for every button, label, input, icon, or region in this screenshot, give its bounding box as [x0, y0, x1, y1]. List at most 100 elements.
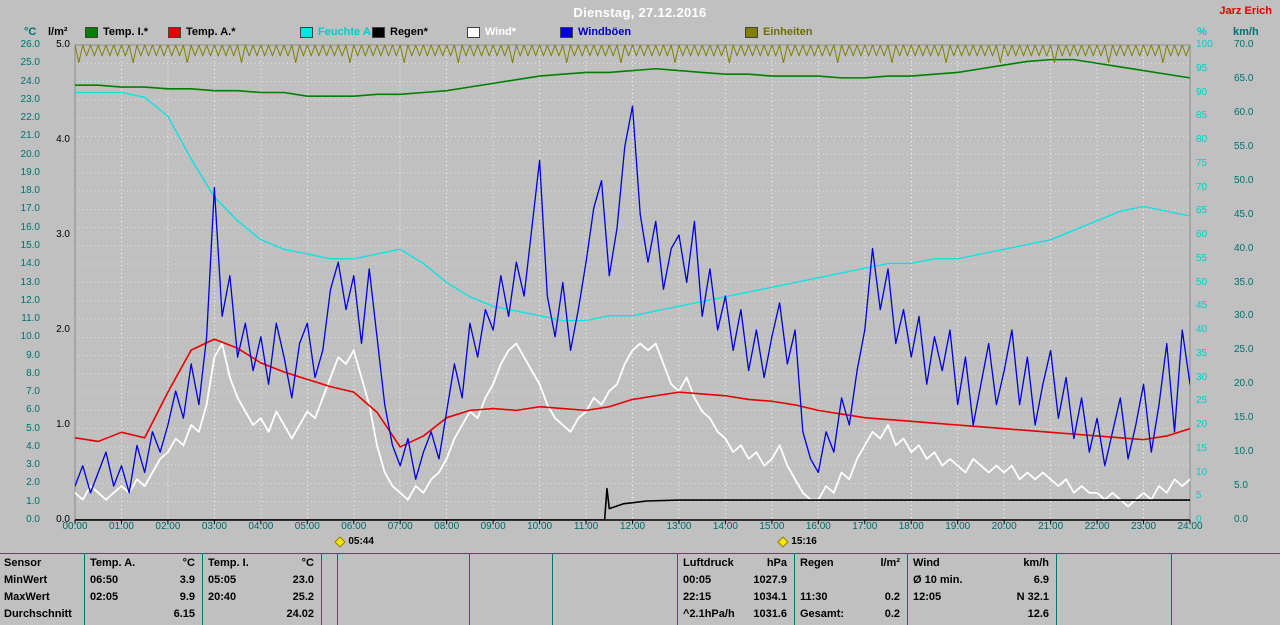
x-axis-label: 13:00	[666, 521, 692, 532]
footer-sensor-header: Temp. I. °C	[208, 557, 314, 569]
axis-label-c: 19.0	[20, 166, 40, 178]
footer-sensor-header	[553, 555, 677, 572]
statistics-table: Sensor MinWert MaxWert Durchschnitt Temp. A.…	[0, 553, 1280, 625]
axis-label-c: 8.0	[26, 367, 40, 379]
legend-item-einheiten[interactable]: Einheiten	[745, 26, 813, 38]
axis-label-kmh: 55.0	[1234, 140, 1254, 152]
series-temp-a-	[75, 338, 1190, 448]
footer-col	[470, 554, 553, 625]
moon-marker-icon	[777, 535, 789, 548]
footer-sensor-header	[470, 555, 552, 572]
footer-sensor-header	[338, 555, 469, 572]
footer-sensor-header: Temp. A. °C	[90, 557, 195, 569]
footer-value-cell: 12.6	[1027, 608, 1049, 620]
axis-label-kmh: 35.0	[1234, 276, 1254, 288]
legend-item-temp-a-[interactable]: Temp. A.*	[168, 26, 236, 38]
axis-label-pct: 10	[1196, 466, 1208, 478]
legend-item-temp-i-[interactable]: Temp. I.*	[85, 26, 148, 38]
footer-value-cell	[553, 606, 677, 623]
axis-label-pct: 20	[1196, 419, 1208, 430]
axis-label-kmh: 65.0	[1234, 72, 1254, 84]
x-axis-label: 18:00	[898, 521, 924, 532]
legend-item-regen-[interactable]: Regen*	[372, 26, 428, 38]
footer-value-cell	[1172, 606, 1280, 623]
x-axis-label: 00:00	[62, 521, 88, 532]
axis-label-pct: 35	[1196, 347, 1208, 359]
footer-value-cell: 20:40 25.2	[208, 591, 314, 603]
x-axis-label: 20:00	[991, 521, 1017, 532]
axis-label-c: 23.0	[20, 93, 40, 105]
axis-label-c: 12.0	[20, 294, 40, 306]
footer-row-label: Durchschnitt	[4, 608, 72, 620]
axis-label-pct: 30	[1196, 371, 1208, 383]
axis-label-c: 16.0	[20, 221, 40, 233]
axis-label-lm2: 5.0	[56, 39, 70, 50]
x-axis-label: 09:00	[480, 521, 506, 532]
legend-label: Windböen	[578, 26, 632, 38]
plot-border	[74, 44, 1191, 521]
axis-label-c: 6.0	[26, 404, 40, 416]
footer-sensor-header: Wind km/h	[913, 557, 1049, 569]
legend-label: Temp. I.*	[103, 26, 149, 38]
x-axis-label: 21:00	[1038, 521, 1064, 532]
axis-label-lm2: 1.0	[56, 419, 70, 430]
x-axis-label: 06:00	[341, 521, 367, 532]
legend-swatch-icon	[372, 26, 385, 38]
x-axis-label: 23:00	[1131, 521, 1157, 532]
axis-label-pct: 55	[1196, 252, 1208, 264]
x-axis-label: 02:00	[155, 521, 181, 532]
footer-col-temp-i-: Temp. I. °C 05:05 23.0 20:40 25.2 24.02	[203, 554, 322, 625]
axis-temperature-left: 0.0 1.0 2.0 3.0 4.0 5.0 6.0 7.0 8.0 9.0 10.0 11.0 12…	[0, 0, 42, 555]
legend-item-wind-[interactable]: Wind*	[467, 26, 516, 38]
series-regen	[75, 487, 1190, 520]
moon-marker: 15:16	[777, 535, 817, 548]
moon-rise-set-markers: 05:44 15:16	[0, 535, 1280, 551]
axis-label-kmh: 45.0	[1234, 208, 1254, 220]
series-feuchte-a-	[75, 91, 1190, 322]
footer-col-regen: Regen l/m² 11:30 0.2 Gesamt: 0.2	[795, 554, 908, 625]
footer-row-label: Sensor	[4, 557, 42, 569]
x-axis-label: 07:00	[387, 521, 413, 532]
x-axis-time-labels: 00:00 01:00 02:00 03:00 04:00 05:00 06:00 07:00…	[0, 521, 1280, 535]
axis-label-pct: 25	[1196, 395, 1208, 407]
series-temp-i-	[75, 58, 1190, 97]
axis-label-pct: 95	[1196, 62, 1208, 74]
legend-item-windb-en[interactable]: Windböen	[560, 26, 631, 38]
axis-label-c: 14.0	[20, 258, 40, 270]
legend-item-feuchte-a-[interactable]: Feuchte A.*	[300, 26, 378, 38]
legend-label: Temp. A.*	[186, 26, 236, 38]
axis-label-kmh: 10.0	[1234, 446, 1254, 458]
axis-label-lm2: 4.0	[56, 134, 70, 145]
axis-unit-label: km/h	[1233, 26, 1259, 38]
axis-label-c: 15.0	[20, 239, 40, 251]
axis-label-c: 18.0	[20, 185, 40, 197]
series-wind	[75, 342, 1190, 508]
footer-value-cell: 06:50 3.9	[90, 574, 195, 586]
legend-swatch-icon	[745, 26, 758, 38]
x-axis-label: 17:00	[852, 521, 878, 532]
axis-label-c: 21.0	[20, 130, 40, 142]
legend-swatch-icon	[467, 26, 480, 38]
axis-label-pct: 85	[1196, 110, 1208, 122]
x-axis-label: 08:00	[434, 521, 460, 532]
chart-canvas[interactable]	[0, 0, 1280, 555]
x-axis-label: 10:00	[527, 521, 553, 532]
axis-rain-left: 0.0 1.0 2.0 3.0 4.0 5.0	[44, 0, 72, 555]
footer-sensor-header: Luftdruck hPa	[683, 557, 787, 569]
footer-value-cell: Ø 10 min. 6.9	[913, 574, 1049, 586]
x-axis-label: 24:00	[1177, 521, 1203, 532]
x-axis-label: 04:00	[248, 521, 274, 532]
footer-col	[322, 554, 338, 625]
footer-sensor-header	[1172, 555, 1280, 572]
date-title: Dienstag, 27.12.2016	[573, 5, 707, 20]
footer-col	[338, 554, 470, 625]
axis-label-pct: 90	[1196, 86, 1208, 98]
axis-label-c: 24.0	[20, 75, 40, 87]
footer-value-cell: 11:30 0.2	[800, 591, 900, 603]
footer-value-cell	[338, 606, 469, 623]
axis-label-pct: 70	[1196, 181, 1208, 193]
axis-label-kmh: 40.0	[1234, 242, 1254, 254]
axis-label-c: 25.0	[20, 57, 40, 69]
moon-marker: 05:44	[334, 535, 374, 548]
footer-row-label: MaxWert	[4, 591, 50, 603]
